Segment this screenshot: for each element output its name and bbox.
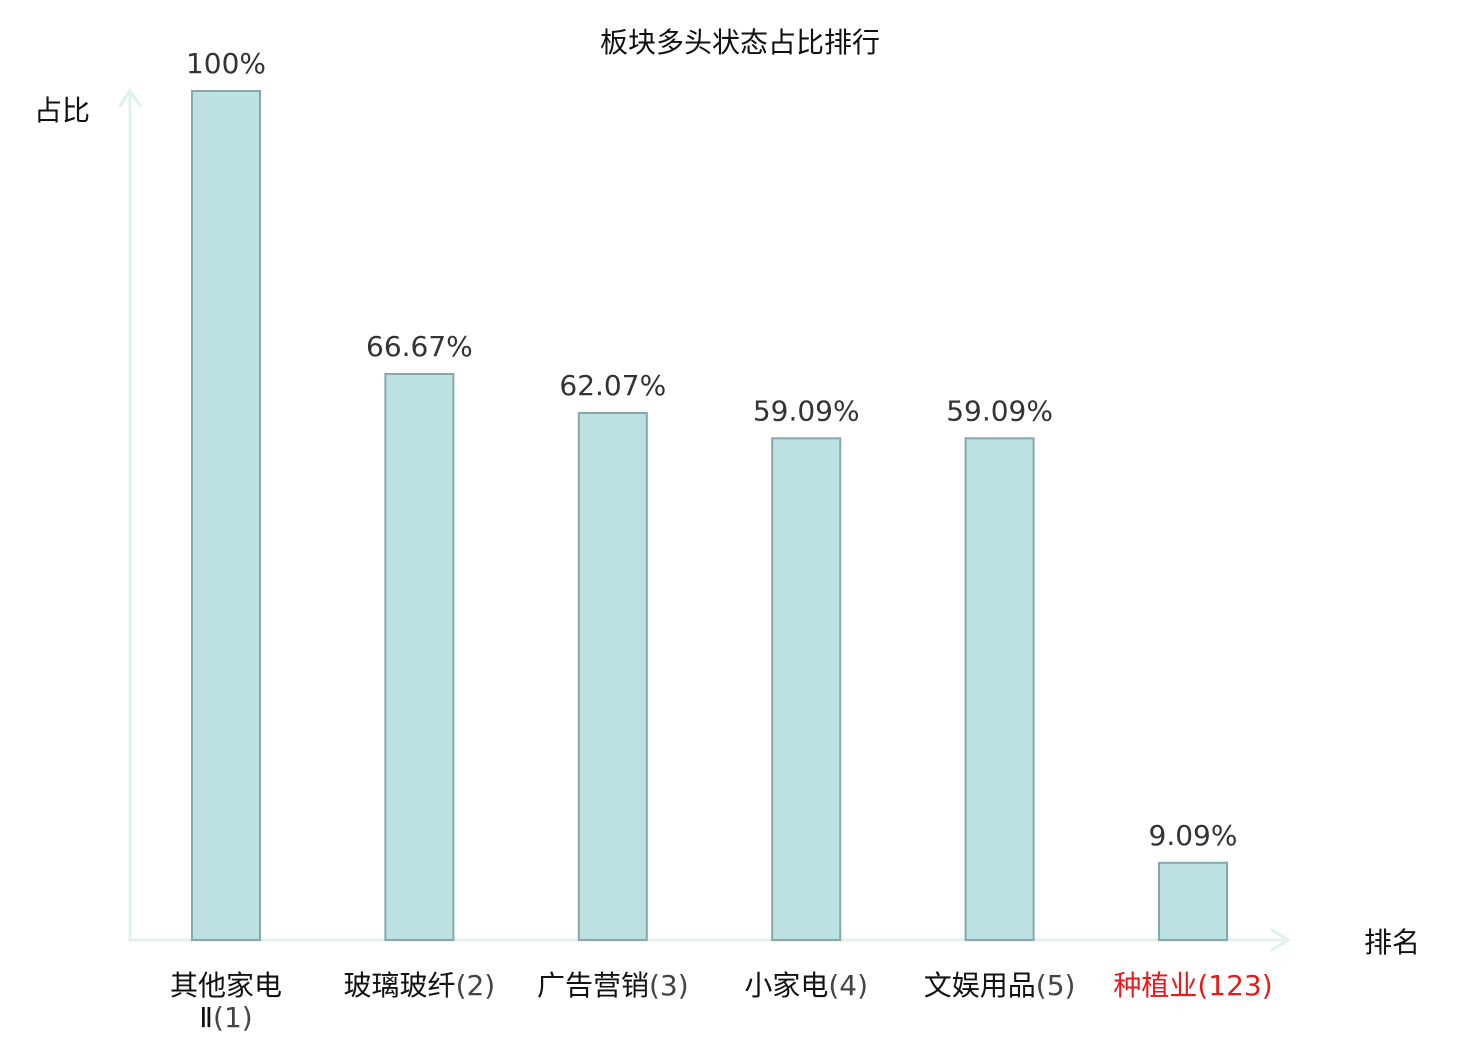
category-rank-2: (2) (456, 969, 496, 1002)
axes (118, 88, 1290, 952)
bar-6 (1158, 861, 1228, 941)
category-label-2: 玻璃玻纤(2) (344, 969, 496, 1002)
category-rank-1: (1) (213, 1001, 253, 1034)
bar-3 (577, 412, 648, 941)
x-axis-label: 排名 (1364, 926, 1420, 959)
category-rank-4: (4) (828, 969, 868, 1002)
category-rank-6: (123) (1197, 969, 1272, 1002)
value-label-3: 62.07% (559, 369, 666, 402)
category-name-1-line-2: Ⅱ (199, 1001, 213, 1034)
category-label-6: 种植业(123) (1113, 969, 1272, 1002)
chart-title: 板块多头状态占比排行 (600, 26, 880, 59)
category-rank-5: (5) (1036, 969, 1076, 1002)
bar-5 (964, 437, 1035, 941)
category-name-1: 其他家电 (170, 969, 282, 1002)
category-rank-3: (3) (649, 969, 689, 1002)
value-label-6: 9.09% (1149, 819, 1238, 852)
category-label-3: 广告营销(3) (537, 969, 689, 1002)
y-axis-label: 占比 (34, 94, 90, 127)
category-name-3: 广告营销 (537, 969, 649, 1002)
value-labels-group: 100% 66.67% 62.07% 59.09% 59.09% 9.09% (186, 47, 1238, 852)
bar-4 (771, 437, 842, 941)
category-label-1: 其他家电 Ⅱ(1) (170, 969, 282, 1034)
category-name-5: 文娱用品 (924, 969, 1036, 1002)
category-name-6: 种植业 (1113, 969, 1197, 1002)
category-label-4: 小家电(4) (744, 969, 868, 1002)
category-labels-group: 其他家电 Ⅱ(1)玻璃玻纤(2) 广告营销(3) 小家电(4) 文娱用品(5) 种植业(1… (170, 969, 1273, 1034)
value-label-4: 59.09% (753, 394, 860, 427)
x-axis-arrow (1270, 928, 1290, 952)
y-axis-arrow (118, 88, 142, 108)
category-name-4: 小家电 (744, 969, 828, 1002)
category-name-2: 玻璃玻纤 (344, 969, 456, 1002)
category-label-5: 文娱用品(5) (924, 969, 1076, 1002)
bar-2 (384, 373, 455, 941)
value-label-1: 100% (186, 47, 266, 80)
bar-1 (191, 90, 261, 941)
bars-group (191, 90, 1228, 941)
value-label-5: 59.09% (946, 394, 1053, 427)
value-label-2: 66.67% (366, 330, 473, 363)
